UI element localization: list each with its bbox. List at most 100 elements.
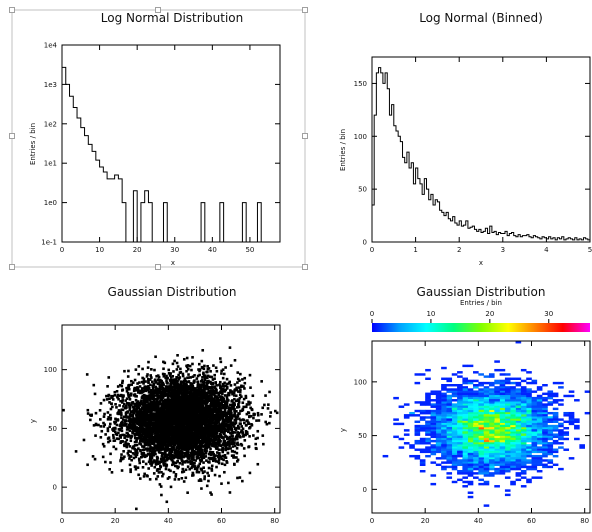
scatter-point — [112, 428, 116, 432]
scatter-point — [165, 436, 168, 439]
scatter-point — [236, 381, 239, 384]
scatter-point — [232, 421, 235, 424]
scatter-point — [144, 388, 148, 391]
scatter-point — [99, 402, 103, 405]
scatter-point — [128, 383, 131, 387]
scatter-point — [243, 387, 246, 390]
scatter-point — [192, 439, 195, 442]
scatter-point — [145, 474, 149, 477]
scatter-point — [167, 371, 171, 375]
scatter-point — [172, 456, 176, 460]
scatter-point — [108, 467, 111, 471]
scatter-point — [236, 414, 239, 417]
selection-handle[interactable] — [302, 133, 308, 139]
scatter-point — [230, 454, 234, 457]
scatter-point — [152, 391, 155, 395]
scatter-point — [187, 388, 191, 391]
scatter-point — [147, 360, 150, 364]
scatter-point — [226, 440, 230, 444]
scatter-point — [198, 404, 201, 407]
scatter-point — [209, 456, 212, 460]
scatter-point — [135, 421, 139, 424]
selection-handle[interactable] — [9, 133, 15, 139]
selection-handle[interactable] — [9, 7, 15, 13]
scatter-point — [160, 455, 164, 458]
scatter-point — [221, 450, 225, 454]
scatter-point — [193, 467, 197, 471]
scatter-point — [177, 393, 180, 397]
scatter-point — [251, 394, 255, 398]
scatter-point — [156, 400, 159, 404]
scatter-point — [179, 367, 182, 371]
scatter-point — [238, 379, 241, 382]
scatter-point — [186, 376, 189, 380]
scatter-point — [220, 372, 223, 375]
y-tick-label: 100 — [44, 366, 57, 374]
scatter-point — [186, 397, 190, 400]
scatter-point — [199, 397, 203, 400]
scatter-point — [223, 390, 227, 393]
y-tick-label: 1e0 — [44, 199, 57, 207]
scatter-point — [198, 369, 201, 373]
scatter-point — [140, 416, 143, 420]
scatter-point — [204, 455, 208, 458]
scatter-point — [239, 409, 242, 413]
scatter-point — [131, 419, 135, 423]
scatter-point — [240, 384, 243, 388]
scatter-point — [155, 387, 158, 390]
scatter-point — [254, 437, 258, 441]
scatter-point — [193, 462, 196, 465]
selection-handle[interactable] — [155, 7, 161, 13]
selection-handle[interactable] — [155, 264, 161, 270]
scatter-point — [184, 476, 188, 480]
scatter-point — [133, 411, 136, 415]
scatter-point — [121, 433, 124, 437]
scatter-point — [142, 377, 146, 381]
scatter-point — [227, 447, 230, 450]
scatter-point — [134, 398, 138, 402]
scatter-point — [154, 390, 158, 393]
scatter-point — [153, 415, 156, 419]
x-tick-label: 5 — [588, 246, 592, 254]
scatter-point — [143, 385, 147, 388]
scatter-point — [192, 399, 196, 402]
scatter-point — [154, 452, 157, 456]
scatter-point — [175, 415, 178, 419]
scatter-point — [137, 426, 141, 430]
scatter-point — [163, 361, 167, 365]
selection-handle[interactable] — [302, 7, 308, 13]
panel-lognormal[interactable]: Log Normal Distribution 0 10 20 30 40 501e-11… — [9, 7, 308, 270]
x-tick-label: 40 — [208, 246, 217, 254]
selection-handle[interactable] — [302, 264, 308, 270]
scatter-point — [217, 459, 221, 462]
scatter-point — [151, 461, 154, 464]
scatter-point — [221, 376, 225, 380]
scatter-point — [109, 461, 112, 464]
scatter-point — [119, 427, 122, 431]
scatter-point — [173, 384, 176, 388]
scatter-point — [229, 431, 233, 435]
scatter-point — [194, 439, 198, 442]
scatter-point — [140, 396, 144, 399]
scatter-point — [256, 413, 260, 417]
scatter-point — [213, 406, 216, 410]
scatter-point — [211, 416, 215, 419]
scatter-point — [250, 408, 254, 412]
scatter-point — [173, 406, 177, 409]
scatter-point — [161, 451, 164, 455]
scatter-point — [131, 452, 135, 455]
scatter-point — [235, 394, 238, 398]
scatter-point — [187, 444, 190, 448]
scatter-point — [235, 417, 238, 421]
scatter-point — [219, 357, 222, 360]
scatter-point — [207, 367, 211, 370]
scatter-point — [94, 411, 98, 415]
scatter-point — [198, 428, 202, 432]
scatter-point — [142, 460, 145, 463]
selection-handle[interactable] — [9, 264, 15, 270]
scatter-point — [232, 442, 236, 445]
scatter-point — [165, 379, 168, 382]
scatter-point — [162, 440, 165, 443]
